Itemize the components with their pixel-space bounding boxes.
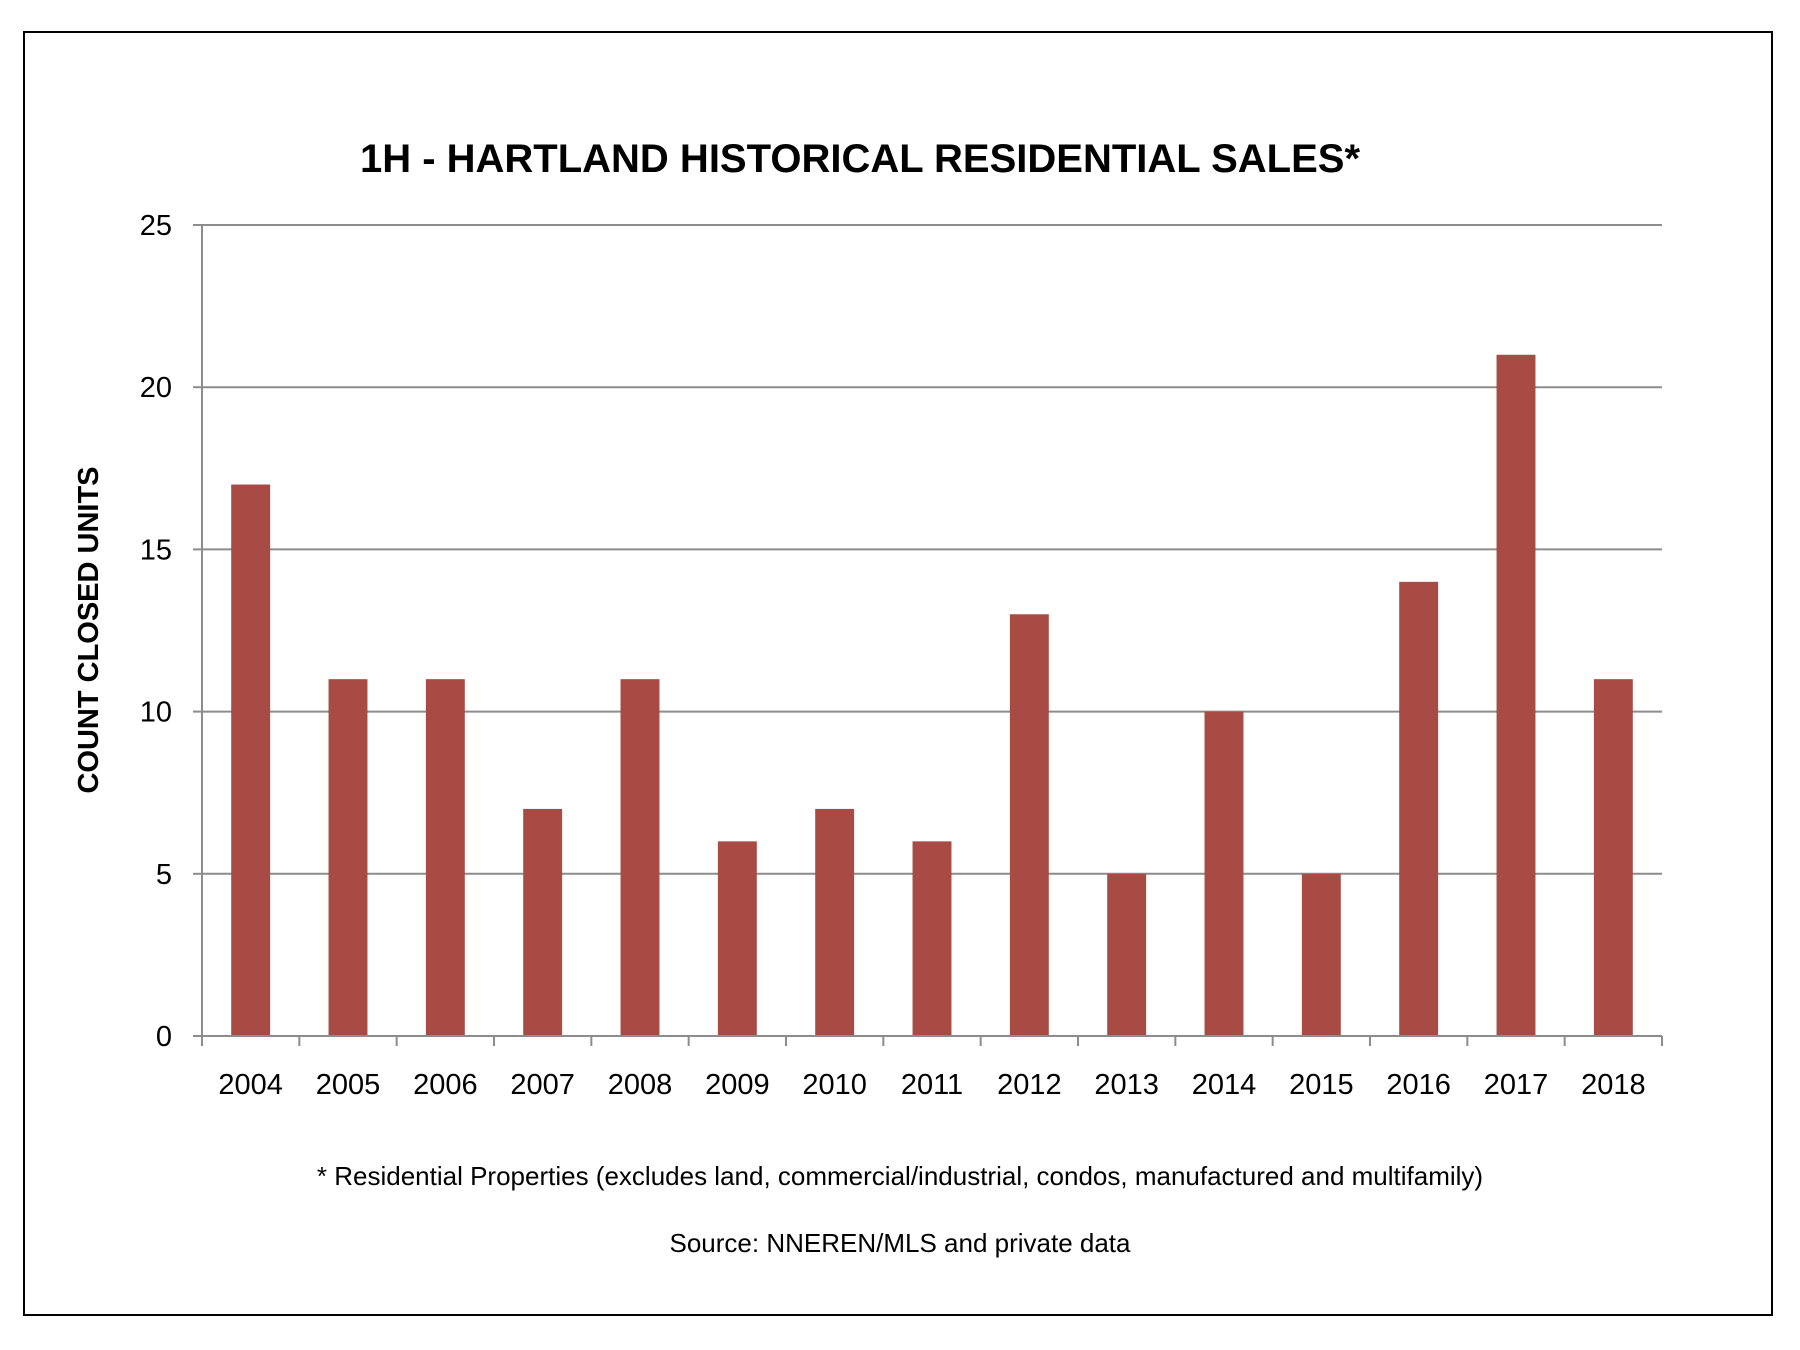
bar-2013 <box>1107 873 1147 1036</box>
y-tick-label: 5 <box>156 859 172 891</box>
x-tick-label: 2009 <box>705 1069 770 1101</box>
x-tick-label: 2006 <box>413 1069 478 1101</box>
bar-2016 <box>1399 581 1439 1036</box>
bar-2011 <box>912 841 952 1036</box>
y-tick-label: 15 <box>140 534 172 566</box>
x-tick-label: 2015 <box>1289 1069 1354 1101</box>
bar-2009 <box>717 841 757 1036</box>
x-tick-label: 2018 <box>1581 1069 1646 1101</box>
x-tick-labels: 2004 2005 2006 2007 2008 2009 2010 2011 2012 2013… <box>218 1069 1645 1101</box>
y-tick-label: 0 <box>156 1021 172 1053</box>
x-tick-label: 2016 <box>1386 1069 1451 1101</box>
axes <box>193 224 1663 1046</box>
chart-title: 1H - HARTLAND HISTORICAL RESIDENTIAL SAL… <box>360 137 1361 181</box>
bar-2015 <box>1301 873 1341 1036</box>
bars <box>231 354 1633 1036</box>
bar-2004 <box>231 484 271 1036</box>
y-tick-label: 25 <box>140 210 172 242</box>
x-tick-label: 2011 <box>901 1069 963 1101</box>
x-tick-label: 2008 <box>608 1069 673 1101</box>
gridlines <box>202 224 1662 875</box>
bar-2014 <box>1204 711 1244 1036</box>
chart-frame <box>23 31 1773 1316</box>
y-axis-label: COUNT CLOSED UNITS <box>73 466 105 793</box>
bar-2017 <box>1496 354 1536 1036</box>
bar-2005 <box>328 679 368 1036</box>
x-tick-label: 2005 <box>316 1069 381 1101</box>
x-tick-label: 2017 <box>1484 1069 1549 1101</box>
bar-2018 <box>1593 679 1633 1036</box>
x-tick-label: 2013 <box>1094 1069 1159 1101</box>
y-tick-label: 20 <box>140 372 172 404</box>
bar-2008 <box>620 679 660 1036</box>
bar-2010 <box>815 808 855 1036</box>
x-tick-label: 2010 <box>802 1069 867 1101</box>
y-tick-labels: 0 5 10 15 20 25 <box>140 210 172 1053</box>
chart-footnote: * Residential Properties (excludes land,… <box>317 1161 1483 1191</box>
x-tick-label: 2004 <box>218 1069 283 1101</box>
bar-2007 <box>523 808 563 1036</box>
bar-2012 <box>1009 614 1049 1036</box>
y-tick-label: 10 <box>140 697 172 729</box>
chart-source: Source: NNEREN/MLS and private data <box>670 1228 1132 1258</box>
x-tick-label: 2007 <box>510 1069 575 1101</box>
x-tick-label: 2014 <box>1192 1069 1257 1101</box>
x-tick-label: 2012 <box>997 1069 1062 1101</box>
bar-2006 <box>425 679 465 1036</box>
